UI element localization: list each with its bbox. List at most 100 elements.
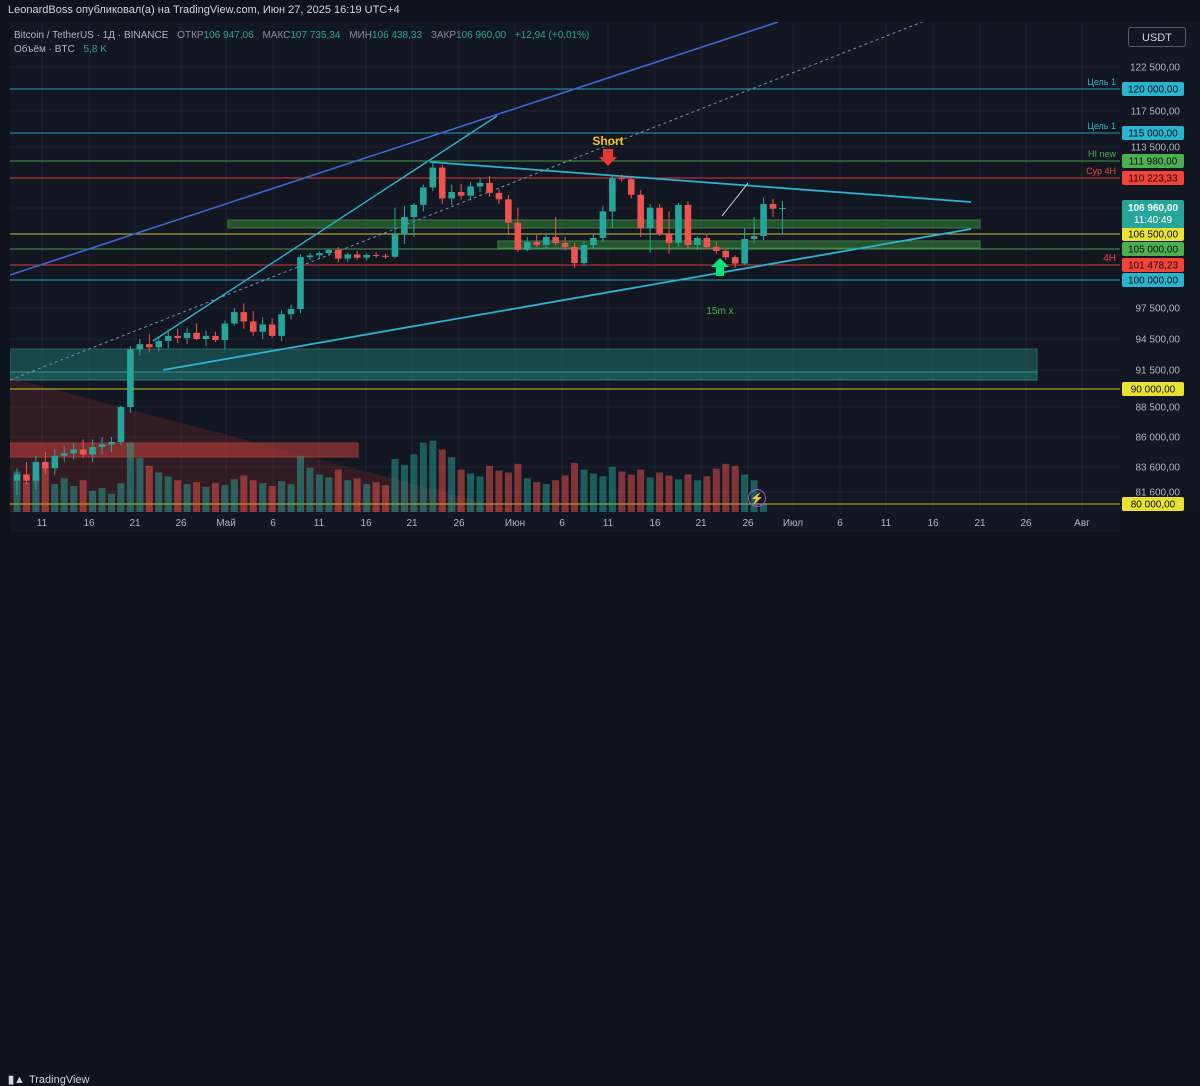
time-tick-13: 16 [649, 518, 661, 529]
volume-bar-51 [495, 470, 503, 512]
change-value: +12,94 (+0,01%) [514, 30, 590, 41]
candle-body-23 [231, 312, 238, 324]
time-tick-10: Июн [505, 518, 525, 529]
time-tick-8: 21 [406, 518, 418, 529]
volume-bar-77 [741, 474, 749, 512]
zone-red [10, 442, 359, 458]
high-label: МАКС [262, 30, 291, 41]
candle-body-54 [524, 242, 531, 250]
support-line [162, 228, 972, 371]
price-axis-canvas: 120 000,00 115 000,00 111 980,00 110 223,33… [1122, 63, 1184, 511]
candle-body-5 [60, 453, 68, 456]
level-tag-5 [1122, 242, 1184, 256]
volume-bar-7 [79, 480, 87, 512]
volume-bar-67 [646, 477, 654, 512]
candle-body-33 [325, 249, 333, 254]
level-tag-0 [1122, 82, 1184, 96]
price-tick-5: 91 500,00 [1136, 366, 1181, 377]
volume-bars [13, 440, 768, 512]
rising-wedge-line [152, 115, 498, 342]
volume-bar-3 [41, 467, 49, 512]
volume-bar-26 [259, 483, 267, 512]
volume-bar-8 [89, 490, 97, 512]
candle-body-40 [391, 234, 399, 257]
low-label: МИН [349, 30, 372, 41]
time-tick-20: 21 [974, 518, 986, 529]
volume-bar-61 [589, 473, 597, 512]
volume-bar-12 [126, 442, 134, 512]
volume-bar-18 [183, 484, 191, 512]
volume-bar-65 [627, 474, 635, 512]
candle-body-12 [127, 349, 134, 407]
time-axis[interactable]: 11 16 21 26 Май 6 11 16 21 26 Июн 6 11 16 21 26 Июл 6 11 16… [10, 512, 1120, 532]
chart-canvas: Цель 1 Цель 1 HI new Сур 4Н 4Н Short 15m x [10, 22, 1120, 512]
time-tick-1: 16 [83, 518, 95, 529]
price-tick-9: 81 600,00 [1136, 488, 1181, 499]
candle-body-0 [13, 474, 21, 481]
candle-body-34 [335, 249, 342, 259]
price-tick-0: 122 500,00 [1130, 63, 1180, 74]
short-arrow-icon [599, 149, 617, 166]
currency-selector[interactable]: USDT [1128, 27, 1186, 47]
candle-body-60 [580, 245, 588, 264]
time-tick-19: 16 [927, 518, 939, 529]
current-price-value: 106 960,00 [1128, 203, 1178, 214]
candle-body-48 [467, 186, 474, 196]
volume-bar-17 [174, 480, 182, 512]
candle-body-9 [98, 444, 106, 447]
price-axis[interactable]: 120 000,00 115 000,00 111 980,00 110 223,33… [1120, 22, 1200, 512]
volume-label[interactable]: Объём · BTC [14, 44, 75, 55]
volume-bar-5 [60, 478, 68, 512]
chart-area[interactable]: Цель 1 Цель 1 HI new Сур 4Н 4Н Short 15m x [10, 22, 1120, 512]
annotations: Short 15m x [592, 134, 733, 317]
candle-body-55 [533, 242, 541, 245]
candle-body-1 [23, 474, 30, 481]
lightning-icon[interactable]: ⚡ [748, 489, 766, 507]
volume-bar-43 [419, 442, 427, 512]
volume-bar-29 [287, 484, 295, 512]
timeframe-label: 15m x [706, 306, 733, 317]
volume-legend: Объём · BTC 5,8 K [14, 44, 107, 55]
volume-bar-66 [637, 469, 645, 512]
candle-body-71 [684, 204, 692, 245]
candle-body-36 [353, 254, 361, 258]
candle-body-10 [108, 442, 115, 445]
candle-body-47 [457, 192, 465, 196]
tv-icon: ▮▲ [8, 1074, 25, 1086]
candle-body-28 [278, 314, 285, 336]
volume-bar-23 [230, 479, 238, 512]
time-tick-17: 6 [837, 518, 843, 529]
candle-body-27 [268, 324, 276, 336]
candle-body-81 [779, 208, 786, 209]
candle-body-31 [306, 255, 314, 258]
volume-bar-28 [278, 481, 286, 512]
channel-upper-line [10, 22, 779, 276]
level-tag-6 [1122, 257, 1184, 272]
volume-bar-68 [656, 472, 664, 512]
volume-bar-70 [675, 479, 682, 512]
candle-body-72 [694, 238, 701, 245]
candle-body-3 [42, 462, 49, 469]
volume-bar-44 [429, 440, 437, 512]
candle-body-56 [542, 237, 550, 245]
volume-bar-45 [438, 449, 446, 512]
trendlines [10, 22, 972, 381]
volume-bar-32 [315, 474, 323, 512]
candle-body-58 [561, 243, 569, 247]
level-tag-label-9: 80 000,00 [1131, 500, 1176, 511]
level-tag-label-0: 120 000,00 [1128, 85, 1178, 96]
candle-body-4 [51, 455, 59, 469]
level-tag-4 [1122, 227, 1184, 241]
volume-bar-47 [457, 469, 465, 512]
candle-body-30 [297, 257, 304, 310]
volume-bar-35 [344, 480, 352, 512]
level-tag-label-6: 101 478,23 [1128, 260, 1178, 271]
volume-bar-58 [561, 475, 569, 512]
candle-body-17 [174, 335, 181, 338]
volume-bar-21 [211, 483, 219, 512]
symbol-label[interactable]: Bitcoin / TetherUS · 1Д · BINANCE [14, 30, 169, 41]
volume-bar-22 [221, 485, 229, 512]
candle-body-62 [599, 211, 607, 238]
high-value: 107 735,34 [290, 30, 341, 41]
volume-bar-15 [155, 472, 163, 512]
